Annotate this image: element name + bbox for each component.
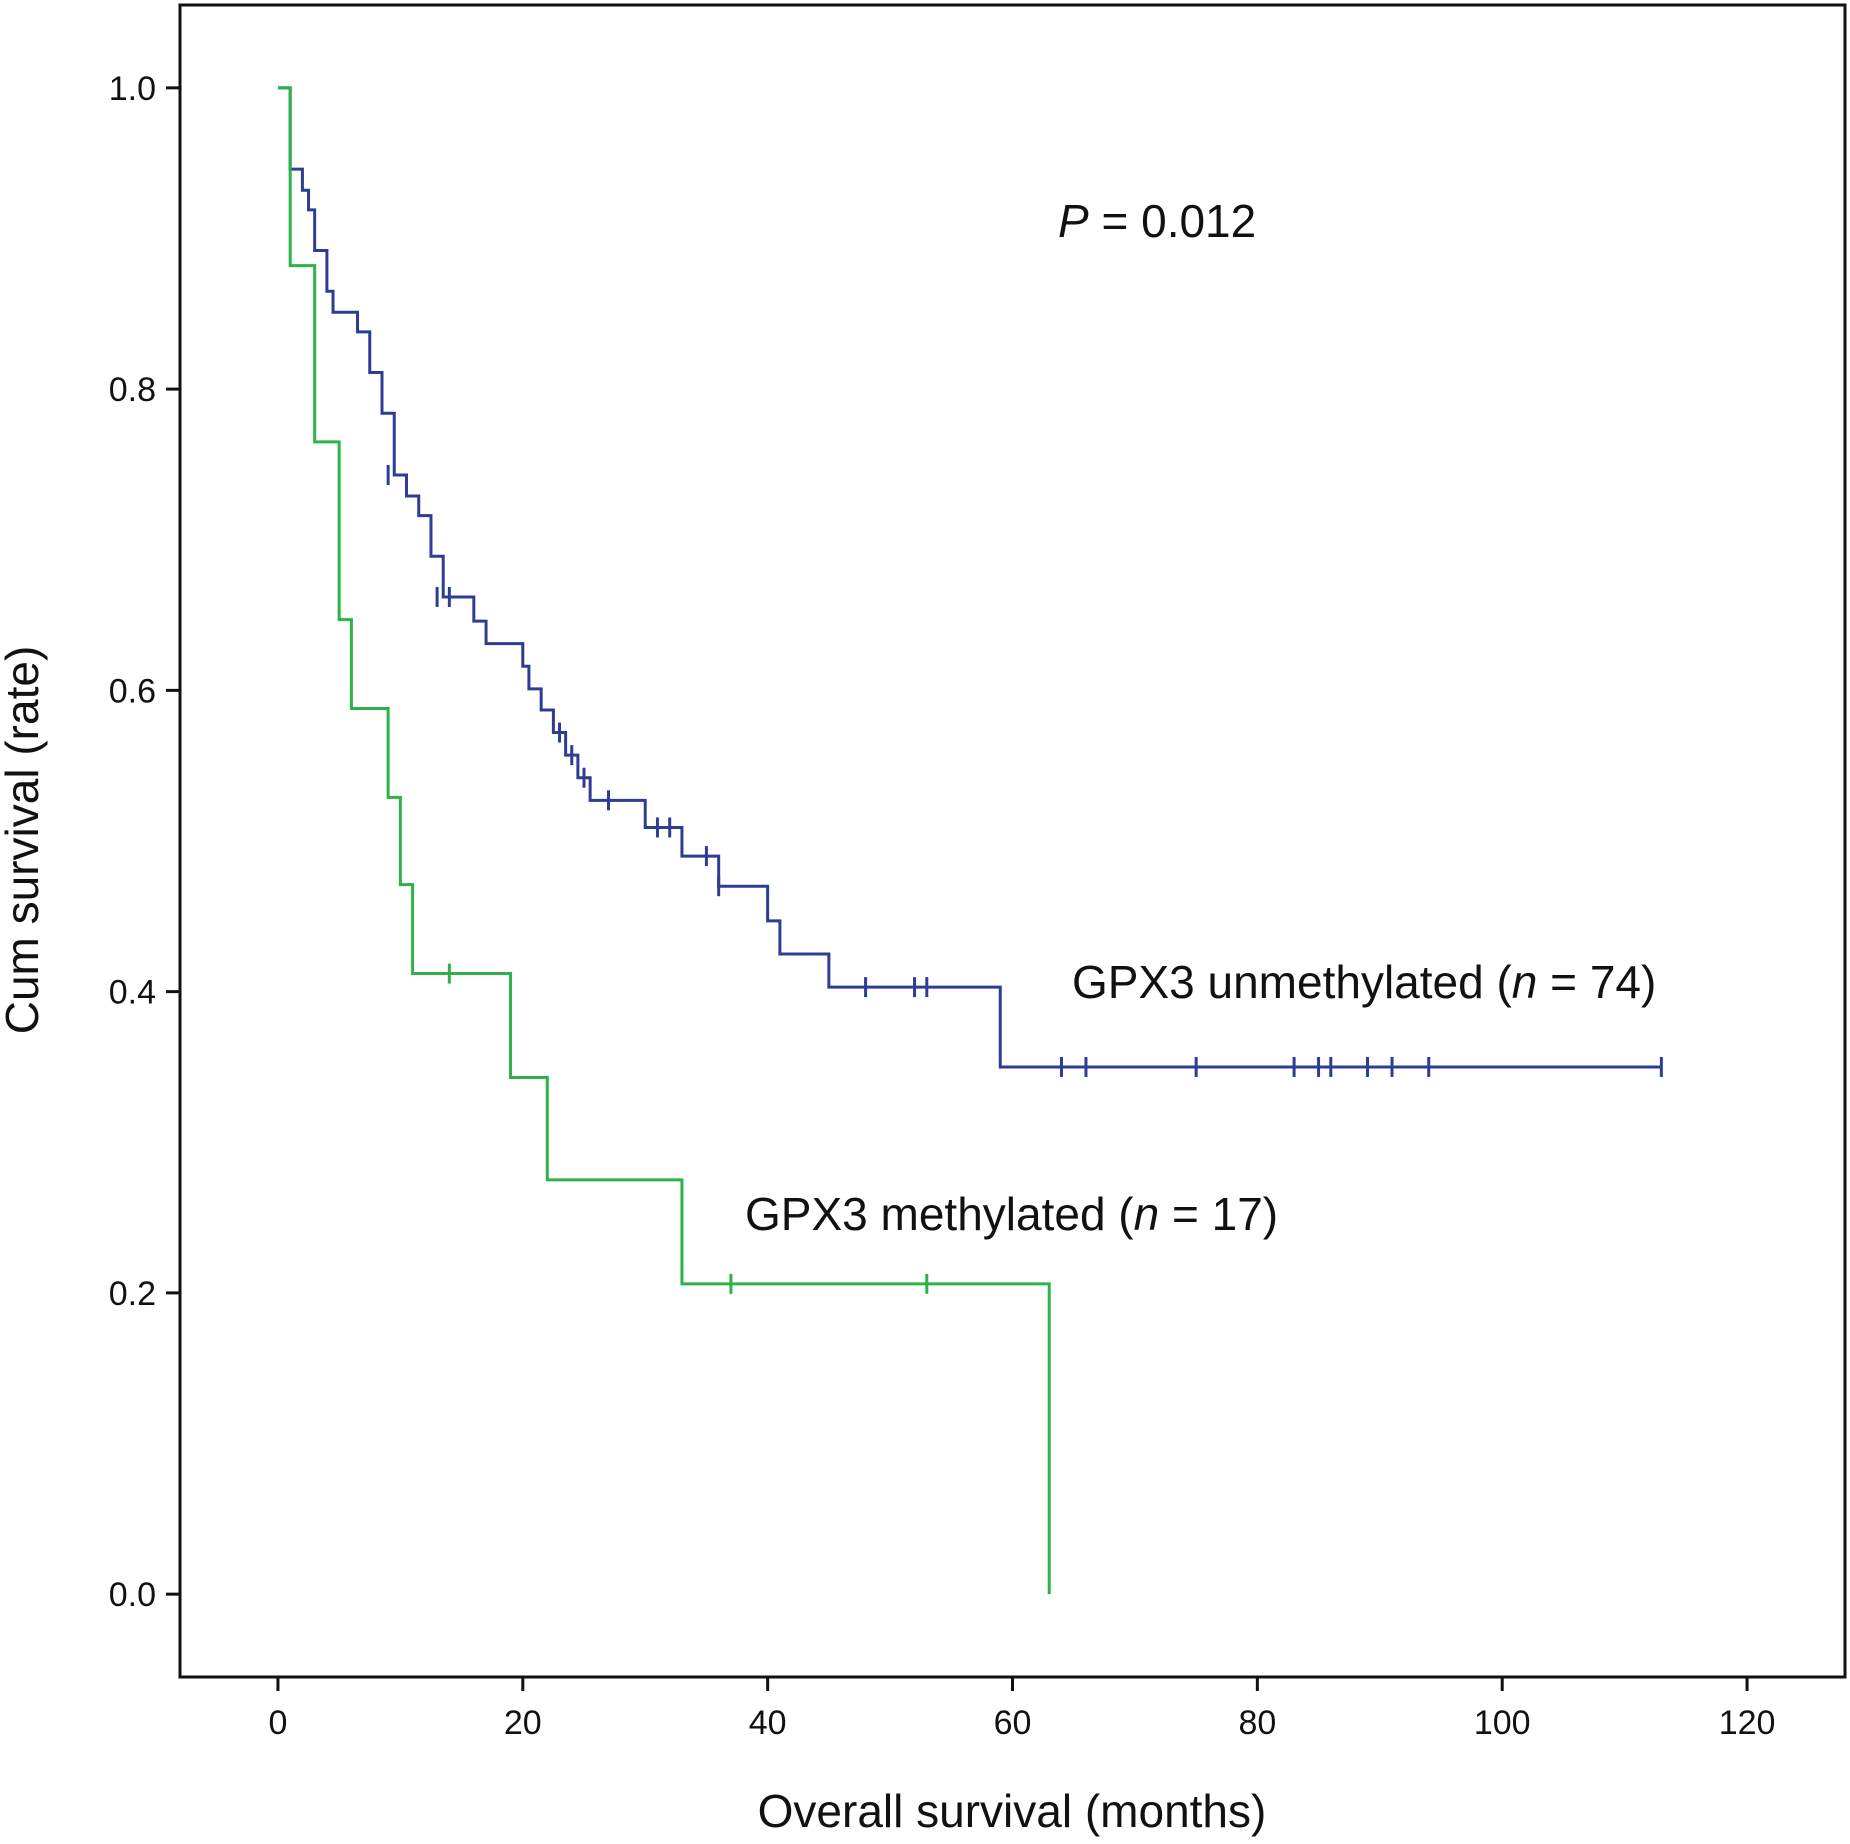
plot-frame — [178, 3, 1847, 1679]
series-label-unmethylated-suffix: = 74) — [1537, 956, 1656, 1008]
series-label-methylated-prefix: GPX3 methylated ( — [745, 1188, 1134, 1240]
series-gpx3-methylated — [277, 86, 1051, 1595]
series-label-methylated-suffix: = 17) — [1159, 1188, 1278, 1240]
x-axis: 0 20 40 60 80 100 120 — [268, 1677, 1775, 1742]
p-value-annotation: P = 0.012 — [1058, 195, 1256, 247]
x-tick-label: 60 — [994, 1704, 1032, 1742]
series-label-unmethylated-prefix: GPX3 unmethylated ( — [1072, 956, 1512, 1008]
x-tick-label: 120 — [1719, 1704, 1776, 1742]
y-tick-label: 1.0 — [109, 70, 156, 108]
x-tick-label: 100 — [1474, 1704, 1531, 1742]
x-axis-title: Overall survival (months) — [758, 1785, 1267, 1837]
p-value-text: = 0.012 — [1089, 195, 1257, 247]
survival-curve-gpx3-methylated — [284, 86, 1051, 1595]
p-value-symbol: P — [1058, 195, 1089, 247]
y-tick-label: 0.0 — [109, 1576, 156, 1614]
series-label-unmethylated: GPX3 unmethylated (n = 74) — [1072, 956, 1656, 1008]
series-layer — [277, 86, 1663, 1595]
x-tick-label: 40 — [749, 1704, 787, 1742]
x-tick-label: 80 — [1238, 1704, 1276, 1742]
series-label-methylated-n: n — [1134, 1188, 1160, 1240]
y-tick-label: 0.8 — [109, 371, 156, 409]
y-tick-label: 0.4 — [109, 974, 156, 1012]
survival-curve-gpx3-unmethylated — [284, 86, 1662, 1069]
x-tick-label: 0 — [268, 1704, 287, 1742]
x-tick-label: 20 — [504, 1704, 542, 1742]
series-label-unmethylated-n: n — [1512, 956, 1538, 1008]
y-tick-label: 0.6 — [109, 672, 156, 710]
y-axis-title: Cum survival (rate) — [0, 646, 48, 1035]
series-gpx3-unmethylated — [277, 86, 1663, 1077]
y-axis: 0.0 0.2 0.4 0.6 0.8 1.0 — [109, 70, 180, 1614]
series-label-methylated: GPX3 methylated (n = 17) — [745, 1188, 1278, 1240]
y-tick-label: 0.2 — [109, 1275, 156, 1313]
